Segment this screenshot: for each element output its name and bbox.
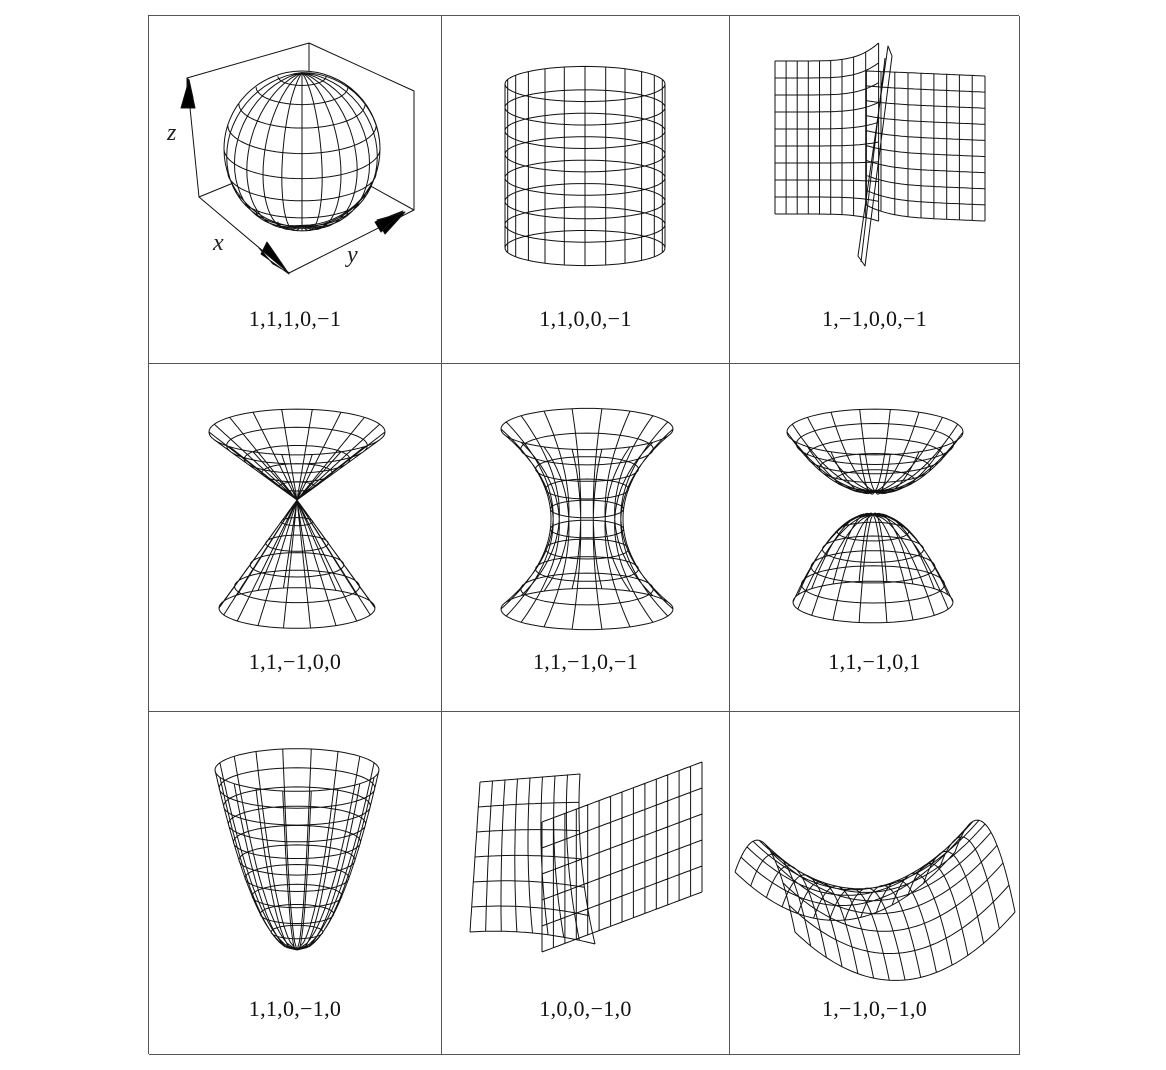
cylinder-figure bbox=[504, 65, 666, 267]
cone-bottom-mesh-body bbox=[219, 500, 375, 608]
label-hyperbolic-cylinder: 1,−1,0,0,−1 bbox=[821, 306, 928, 331]
elliptic-paraboloid-figure bbox=[214, 748, 380, 951]
x-axis-arrow bbox=[258, 241, 290, 275]
x-axis-label: x bbox=[213, 230, 224, 256]
z-arrow-head bbox=[180, 79, 196, 109]
hyperboloid2-top-mesh bbox=[786, 408, 964, 495]
y-axis-label: y bbox=[347, 242, 358, 268]
cell-hyperboloid-two-sheets: 1,1,−1,0,1 bbox=[730, 364, 1020, 712]
front-sheet-mesh bbox=[541, 761, 703, 953]
hyperboloid1-mesh-body bbox=[501, 429, 673, 609]
hyperboloid1-mesh bbox=[500, 407, 674, 631]
cone-top-mesh-body bbox=[209, 432, 385, 500]
cylinder-mesh bbox=[504, 65, 666, 267]
ellipsoid-mesh bbox=[223, 70, 381, 232]
cell-cylinder: 1,1,0,0,−1 bbox=[442, 16, 730, 364]
cell-cone: 1,1,−1,0,0 bbox=[149, 364, 442, 712]
left-sheet-mesh bbox=[774, 42, 880, 222]
hyperbolic-paraboloid-figure bbox=[734, 819, 1016, 981]
cell-parabolic-cylinder: 1,0,0,−1,0 bbox=[442, 712, 730, 1055]
label-hyperboloid-one-sheet: 1,1,−1,0,−1 bbox=[532, 649, 639, 674]
hyperbolic-cylinder-figure bbox=[774, 42, 986, 267]
right-sheet-mesh bbox=[865, 70, 986, 222]
label-ellipsoid: 1,1,1,0,−1 bbox=[248, 306, 342, 331]
hyperboloid2-bottom-mesh bbox=[792, 512, 954, 624]
fold-edge bbox=[857, 45, 893, 267]
cone-bottom-mesh bbox=[218, 499, 376, 629]
label-elliptic-paraboloid: 1,1,0,−1,0 bbox=[248, 996, 342, 1021]
label-cone: 1,1,−1,0,0 bbox=[248, 649, 342, 674]
cell-ellipsoid: z x y 1,1,1,0,−1 bbox=[149, 16, 442, 364]
cell-hyperbolic-cylinder: 1,−1,0,0,−1 bbox=[730, 16, 1020, 364]
cone-figure bbox=[208, 408, 386, 629]
saddle-mesh bbox=[734, 819, 1016, 981]
cell-elliptic-paraboloid: 1,1,0,−1,0 bbox=[149, 712, 442, 1055]
z-axis-label: z bbox=[167, 120, 177, 146]
paraboloid-mesh bbox=[214, 748, 380, 951]
bounding-box bbox=[186, 42, 415, 274]
parabolic-cylinder-figure bbox=[469, 761, 703, 953]
hyperboloid-two-sheets-figure bbox=[786, 408, 964, 624]
cell-hyperbolic-paraboloid: 1,−1,0,−1,0 bbox=[730, 712, 1020, 1055]
cell-hyperboloid-one-sheet: 1,1,−1,0,−1 bbox=[442, 364, 730, 712]
hyperboloid-one-sheet-figure bbox=[500, 407, 674, 631]
label-hyperbolic-paraboloid: 1,−1,0,−1,0 bbox=[821, 996, 928, 1021]
y-axis-arrow bbox=[374, 210, 406, 235]
label-cylinder: 1,1,0,0,−1 bbox=[539, 306, 632, 331]
ellipsoid-figure bbox=[180, 42, 415, 275]
quadric-surface-grid: z x y 1,1,1,0,−1 1,1,0,0,−1 1,−1,0,0,−1 … bbox=[148, 15, 1020, 1055]
label-parabolic-cylinder: 1,0,0,−1,0 bbox=[539, 996, 632, 1021]
label-hyperboloid-two-sheets: 1,1,−1,0,1 bbox=[828, 649, 921, 674]
